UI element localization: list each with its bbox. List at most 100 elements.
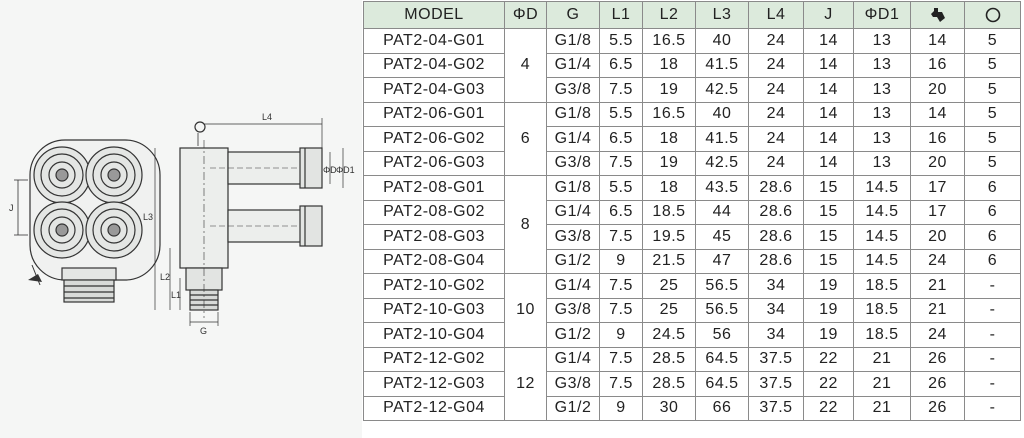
cell-g: G1/2 xyxy=(546,248,600,274)
table-row: PAT2-08-G04 G1/2 9 21.5 47 28.6 15 14.5 … xyxy=(363,248,1021,274)
cell-j: 19 xyxy=(803,297,854,323)
label-l1: L1 xyxy=(171,290,181,300)
cell-circle: 5 xyxy=(964,150,1021,176)
cell-l2: 16.5 xyxy=(642,101,696,127)
header-j: J xyxy=(803,1,854,29)
cell-g: G1/4 xyxy=(546,273,600,299)
cell-wrench: 24 xyxy=(910,248,965,274)
cell-wrench: 21 xyxy=(910,273,965,299)
cell-circle: 6 xyxy=(964,199,1021,225)
cell-od1: 14.5 xyxy=(853,224,911,250)
table-row: PAT2-10-G02 10 G1/4 7.5 25 56.5 34 19 18… xyxy=(363,273,1021,348)
cell-j: 15 xyxy=(803,175,854,201)
cell-l1: 7.5 xyxy=(599,224,643,250)
cell-circle: - xyxy=(964,395,1021,421)
cell-l1: 7.5 xyxy=(599,150,643,176)
table-row: PAT2-08-G02 G1/4 6.5 18.5 44 28.6 15 14.… xyxy=(363,199,1021,225)
cell-l3: 42.5 xyxy=(695,150,749,176)
header-wrench xyxy=(910,1,965,29)
cell-l2: 24.5 xyxy=(642,322,696,348)
cell-l3: 64.5 xyxy=(695,371,749,397)
circle-icon xyxy=(985,7,1000,23)
cell-wrench: 26 xyxy=(910,346,965,372)
cell-l4: 28.6 xyxy=(748,248,804,274)
fitting-technical-drawing: J L3 L2 L1 L4 G ΦD ΦD1 xyxy=(9,112,355,336)
cell-model: PAT2-10-G03 xyxy=(363,297,505,323)
cell-od1: 18.5 xyxy=(853,297,911,323)
cell-circle: - xyxy=(964,273,1021,299)
cell-l2: 18 xyxy=(642,52,696,78)
header-l4: L4 xyxy=(748,1,804,29)
cell-l4: 37.5 xyxy=(748,346,804,372)
cell-circle: - xyxy=(964,371,1021,397)
cell-l1: 9 xyxy=(599,248,643,274)
cell-model: PAT2-04-G02 xyxy=(363,52,505,78)
cell-l3: 47 xyxy=(695,248,749,274)
cell-wrench: 24 xyxy=(910,322,965,348)
table-row: PAT2-10-G04 G1/2 9 24.5 56 34 19 18.5 24… xyxy=(363,322,1021,348)
cell-l3: 66 xyxy=(695,395,749,421)
cell-j: 14 xyxy=(803,52,854,78)
label-od1: ΦD1 xyxy=(336,165,355,175)
cell-l3: 40 xyxy=(695,101,749,127)
cell-model: PAT2-06-G01 xyxy=(363,101,505,127)
cell-g: G3/8 xyxy=(546,150,600,176)
cell-l3: 64.5 xyxy=(695,346,749,372)
cell-od1: 21 xyxy=(853,371,911,397)
cell-l4: 28.6 xyxy=(748,199,804,225)
cell-model: PAT2-06-G02 xyxy=(363,126,505,152)
table-row: PAT2-06-G02 G1/4 6.5 18 41.5 24 14 13 16… xyxy=(363,126,1021,152)
cell-g: G3/8 xyxy=(546,77,600,103)
cell-l2: 19 xyxy=(642,150,696,176)
cell-l1: 7.5 xyxy=(599,371,643,397)
cell-l4: 24 xyxy=(748,77,804,103)
cell-l2: 28.5 xyxy=(642,346,696,372)
cell-g: G1/8 xyxy=(546,175,600,201)
cell-od-group: 4 xyxy=(504,28,547,103)
cell-od1: 14.5 xyxy=(853,199,911,225)
table-row: PAT2-12-G02 12 G1/4 7.5 28.5 64.5 37.5 2… xyxy=(363,346,1021,421)
cell-g: G1/2 xyxy=(546,322,600,348)
cell-od1: 13 xyxy=(853,28,911,54)
cell-od-group: 10 xyxy=(504,273,547,348)
cell-l2: 30 xyxy=(642,395,696,421)
drawing-panel: J L3 L2 L1 L4 G ΦD ΦD1 xyxy=(0,0,362,438)
cell-circle: - xyxy=(964,346,1021,372)
cell-l3: 41.5 xyxy=(695,52,749,78)
cell-model: PAT2-12-G04 xyxy=(363,395,505,421)
cell-od1: 13 xyxy=(853,52,911,78)
cell-l1: 5.5 xyxy=(599,175,643,201)
cell-l3: 56 xyxy=(695,322,749,348)
spec-table: MODEL ΦD G L1 L2 L3 L4 J ΦD1 PAT2-04-G01… xyxy=(363,1,1021,421)
cell-od1: 21 xyxy=(853,395,911,421)
cell-l2: 18 xyxy=(642,175,696,201)
cell-g: G1/4 xyxy=(546,199,600,225)
cell-g: G1/8 xyxy=(546,28,600,54)
cell-wrench: 20 xyxy=(910,150,965,176)
label-j: J xyxy=(9,203,14,213)
table-row: PAT2-10-G03 G3/8 7.5 25 56.5 34 19 18.5 … xyxy=(363,297,1021,323)
cell-od1: 14.5 xyxy=(853,248,911,274)
cell-l3: 45 xyxy=(695,224,749,250)
table-row: PAT2-06-G03 G3/8 7.5 19 42.5 24 14 13 20… xyxy=(363,150,1021,176)
cell-j: 14 xyxy=(803,126,854,152)
header-row: MODEL ΦD G L1 L2 L3 L4 J ΦD1 xyxy=(363,1,1021,29)
cell-g: G1/8 xyxy=(546,101,600,127)
cell-l1: 7.5 xyxy=(599,273,643,299)
label-l3: L3 xyxy=(143,212,153,222)
cell-circle: - xyxy=(964,297,1021,323)
cell-j: 15 xyxy=(803,248,854,274)
cell-g: G1/4 xyxy=(546,126,600,152)
cell-model: PAT2-08-G02 xyxy=(363,199,505,225)
label-g: G xyxy=(200,326,207,336)
cell-j: 14 xyxy=(803,101,854,127)
cell-j: 15 xyxy=(803,199,854,225)
header-od1: ΦD1 xyxy=(853,1,911,29)
cell-circle: 5 xyxy=(964,126,1021,152)
cell-l3: 41.5 xyxy=(695,126,749,152)
cell-od1: 13 xyxy=(853,101,911,127)
side-view xyxy=(154,118,344,326)
cell-od1: 18.5 xyxy=(853,273,911,299)
cell-model: PAT2-06-G03 xyxy=(363,150,505,176)
cell-l2: 28.5 xyxy=(642,371,696,397)
